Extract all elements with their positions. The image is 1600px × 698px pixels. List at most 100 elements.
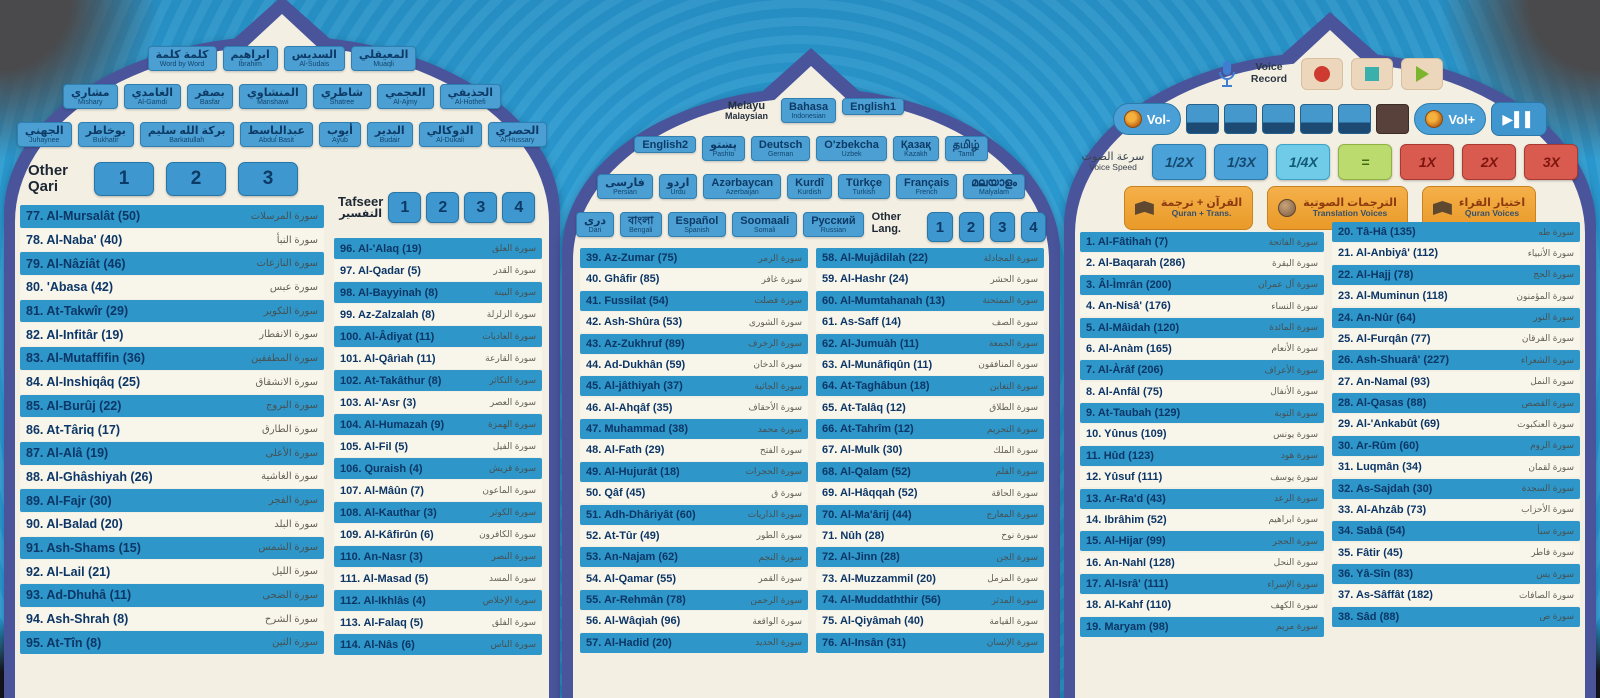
surah-row[interactable]: 95. At-Tîn (8) سورة التين — [20, 631, 324, 655]
surah-row[interactable]: 18. Al-Kahf (110) سورة الكهف — [1080, 595, 1324, 616]
surah-row[interactable]: 54. Al-Qamar (55) سورة القمر — [580, 568, 808, 589]
surah-row[interactable]: 100. Al-Âdiyat (11) سورة العاديات — [334, 326, 542, 347]
volume-level-button[interactable] — [1300, 104, 1334, 134]
surah-row[interactable]: 9. At-Taubah (129) سورة التوبة — [1080, 403, 1324, 424]
other-lang-number-button[interactable]: 4 — [1020, 212, 1047, 242]
surah-row[interactable]: 39. Az-Zumar (75) سورة الزمر — [580, 248, 808, 269]
record-button[interactable] — [1301, 58, 1343, 90]
surah-row[interactable]: 94. Ash-Shrah (8) سورة الشرح — [20, 607, 324, 631]
tafseer-number-button[interactable]: 1 — [388, 192, 422, 223]
reciter-button[interactable]: السديس Al-Sudais — [283, 46, 345, 71]
surah-row[interactable]: 77. Al-Mursalât (50) سورة المرسلات — [20, 205, 324, 228]
reciter-button[interactable]: عبدالباسط Abdul Basit — [239, 122, 314, 147]
language-button[interactable]: English1 — [842, 98, 904, 116]
surah-row[interactable]: 2. Al-Baqarah (286) سورة البقرة — [1080, 253, 1324, 274]
surah-row[interactable]: 65. At-Talâq (12) سورة الطلاق — [816, 397, 1044, 418]
surah-row[interactable]: 112. Al-Ikhlâs (4) سورة الإخلاص — [334, 590, 542, 611]
tafseer-number-button[interactable]: 3 — [464, 192, 498, 223]
surah-row[interactable]: 75. Al-Qiyâmah (40) سورة القيامة — [816, 611, 1044, 632]
surah-row[interactable]: 29. Al-'Ankabût (69) سورة العنكبوت — [1332, 414, 1580, 435]
surah-row[interactable]: 14. Ibrâhim (52) سورة ابراهيم — [1080, 509, 1324, 531]
surah-row[interactable]: 81. At-Takwîr (29) سورة التكوير — [20, 299, 324, 323]
reciter-button[interactable]: بصفر Basfar — [187, 84, 233, 109]
surah-row[interactable]: 107. Al-Mâûn (7) سورة الماعون — [334, 480, 542, 501]
surah-row[interactable]: 90. Al-Balad (20) سورة البلد — [20, 512, 324, 536]
surah-row[interactable]: 52. At-Tûr (49) سورة الطور — [580, 525, 808, 547]
surah-row[interactable]: 57. Al-Hadid (20) سورة الحديد — [580, 632, 808, 653]
reciter-button[interactable]: العجمي Al-Ajmy — [377, 84, 434, 109]
surah-row[interactable]: 38. Sâd (88) سورة ص — [1332, 606, 1580, 627]
play-button[interactable] — [1401, 58, 1443, 90]
surah-row[interactable]: 51. Adh-Dhâriyât (60) سورة الذاريات — [580, 504, 808, 525]
surah-row[interactable]: 27. An-Namal (93) سورة النمل — [1332, 371, 1580, 392]
other-lang-number-button[interactable]: 3 — [989, 212, 1015, 242]
surah-row[interactable]: 110. An-Nasr (3) سورة النصر — [334, 546, 542, 567]
surah-row[interactable]: 35. Fâtir (45) سورة فاطر — [1332, 542, 1580, 563]
language-button[interactable]: Melayu Malaysian — [718, 98, 775, 123]
reciter-button[interactable]: الغامدي Al-Gamdi — [123, 84, 182, 109]
language-button[interactable]: فارسی Persian — [597, 174, 653, 199]
language-button[interactable]: தமிழ் Tamil — [944, 136, 988, 161]
surah-row[interactable]: 72. Al-Jinn (28) سورة الجن — [816, 547, 1044, 568]
surah-row[interactable]: 101. Al-Qârìah (11) سورة القارعة — [334, 348, 542, 369]
reciter-button[interactable]: الدوكالي Al-Dukali — [418, 122, 482, 147]
surah-row[interactable]: 108. Al-Kauthar (3) سورة الكوثر — [334, 502, 542, 523]
surah-row[interactable]: 5. Al-Mâìdah (120) سورة المائدة — [1080, 317, 1324, 338]
surah-row[interactable]: 19. Maryam (98) سورة مريم — [1080, 616, 1324, 637]
surah-row[interactable]: 86. At-Târiq (17) سورة الطارق — [20, 418, 324, 441]
surah-row[interactable]: 15. Al-Hijar (99) سورة الحجر — [1080, 531, 1324, 552]
reciter-button[interactable]: بركة الله سليم Barkatullah — [139, 122, 234, 147]
mode-button[interactable]: القرآن + ترجمة Quran + Trans. — [1123, 186, 1254, 230]
surah-row[interactable]: 24. An-Nûr (64) سورة النور — [1332, 307, 1580, 328]
language-button[interactable]: اردو Urdu — [658, 174, 698, 199]
surah-row[interactable]: 28. Al-Qasas (88) سورة القصص — [1332, 393, 1580, 414]
volume-level-button[interactable] — [1262, 104, 1296, 134]
reciter-button[interactable]: المنشاوي Manshawi — [238, 84, 307, 109]
reciter-button[interactable]: المعيقلي Muaqli — [350, 46, 417, 71]
surah-row[interactable]: 45. Al-jâthiyah (37) سورة الجاثية — [580, 376, 808, 397]
language-button[interactable]: Français French — [895, 174, 958, 199]
surah-row[interactable]: 42. Ash-Shûra (53) سورة الشورى — [580, 312, 808, 333]
language-button[interactable]: Español Spanish — [667, 212, 727, 237]
surah-row[interactable]: 69. Al-Hâqqah (52) سورة الحاقة — [816, 483, 1044, 504]
surah-row[interactable]: 11. Hûd (123) سورة هود — [1080, 445, 1324, 466]
surah-row[interactable]: 34. Sabâ (54) سورة سبأ — [1332, 521, 1580, 542]
surah-row[interactable]: 30. Ar-Rûm (60) سورة الروم — [1332, 435, 1580, 456]
surah-row[interactable]: 87. Al-Alâ (19) سورة الأعلى — [20, 441, 324, 465]
surah-row[interactable]: 109. Al-Kâfirûn (6) سورة الكافرون — [334, 524, 542, 545]
language-button[interactable]: Azərbaycan Azerbaijan — [703, 174, 782, 199]
reciter-button[interactable]: أيوب Ayub — [319, 122, 361, 147]
surah-row[interactable]: 22. Al-Hajj (78) سورة الحج — [1332, 264, 1580, 285]
surah-row[interactable]: 46. Al-Ahqâf (35) سورة الأحقاف — [580, 397, 808, 418]
other-qari-number-button[interactable]: 2 — [166, 162, 226, 196]
surah-row[interactable]: 1. Al-Fâtihah (7) سورة الفاتحة — [1080, 232, 1324, 253]
language-button[interactable]: বাংলা Bengali — [620, 212, 662, 237]
language-button[interactable]: English2 — [634, 136, 697, 154]
surah-row[interactable]: 99. Az-Zalzalah (8) سورة الزلزلة — [334, 304, 542, 325]
surah-row[interactable]: 71. Nûh (28) سورة نوح — [816, 525, 1044, 547]
surah-row[interactable]: 80. 'Abasa (42) سورة عبس — [20, 276, 324, 299]
play-pause-button[interactable]: ▶▌▌ — [1491, 102, 1548, 136]
reciter-button[interactable]: الحصري Al-Hussary — [487, 122, 548, 147]
surah-row[interactable]: 114. Al-Nâs (6) سورة الناس — [334, 634, 542, 655]
language-button[interactable]: Türkçe Turkish — [837, 174, 890, 199]
surah-row[interactable]: 50. Qâf (45) سورة ق — [580, 483, 808, 504]
language-button[interactable]: دری Dari — [576, 212, 615, 237]
speed-button[interactable]: 2X — [1462, 144, 1517, 180]
language-button[interactable]: Русский Russian — [803, 212, 864, 237]
surah-row[interactable]: 43. Az-Zukhruf (89) سورة الزخرف — [580, 333, 808, 354]
surah-row[interactable]: 26. Ash-Shuarâ' (227) سورة الشعراء — [1332, 350, 1580, 371]
surah-row[interactable]: 17. Al-Isrâ' (111) سورة الإسراء — [1080, 574, 1324, 595]
surah-row[interactable]: 6. Al-Anàm (165) سورة الأنعام — [1080, 338, 1324, 360]
reciter-button[interactable]: الحذيفي Al-Hothefi — [439, 84, 501, 109]
surah-row[interactable]: 13. Ar-Ra'd (43) سورة الرعد — [1080, 488, 1324, 509]
surah-row[interactable]: 56. Al-Wâqìah (96) سورة الواقعة — [580, 611, 808, 632]
surah-row[interactable]: 37. As-Sâffât (182) سورة الصافات — [1332, 585, 1580, 606]
surah-row[interactable]: 68. Al-Qalam (52) سورة القلم — [816, 461, 1044, 482]
tafseer-number-button[interactable]: 2 — [426, 192, 460, 223]
language-button[interactable]: Қазақ Kazakh — [892, 136, 939, 161]
surah-row[interactable]: 96. Al-'Alaq (19) سورة العلق — [334, 238, 542, 259]
reciter-button[interactable]: بوخاطر Bukhatir — [77, 122, 134, 147]
surah-row[interactable]: 74. Al-Muddaththir (56) سورة المدثر — [816, 590, 1044, 611]
stop-button[interactable] — [1351, 58, 1393, 90]
